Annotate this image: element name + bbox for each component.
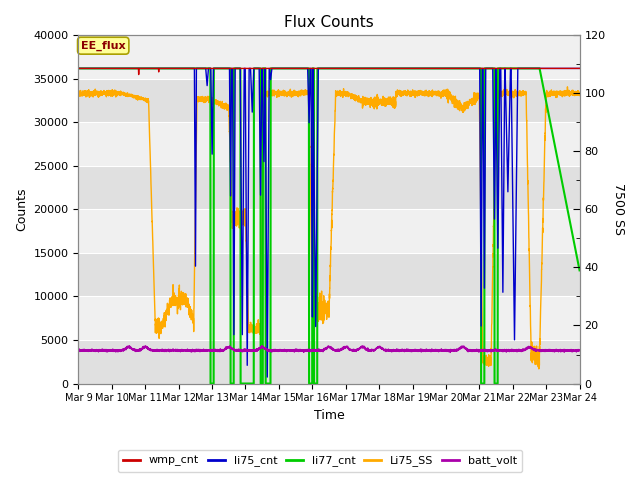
Bar — [79, 209, 580, 253]
Bar — [79, 36, 580, 79]
Legend: wmp_cnt, li75_cnt, li77_cnt, Li75_SS, batt_volt: wmp_cnt, li75_cnt, li77_cnt, Li75_SS, ba… — [118, 450, 522, 472]
Title: Flux Counts: Flux Counts — [284, 15, 374, 30]
Y-axis label: 7500 SS: 7500 SS — [612, 183, 625, 235]
Text: EE_flux: EE_flux — [81, 40, 125, 51]
Bar — [79, 253, 580, 297]
X-axis label: Time: Time — [314, 409, 344, 422]
Bar — [79, 340, 580, 384]
Y-axis label: Counts: Counts — [15, 188, 28, 231]
Bar — [79, 297, 580, 340]
Bar — [79, 166, 580, 209]
Bar — [79, 122, 580, 166]
Bar — [79, 79, 580, 122]
